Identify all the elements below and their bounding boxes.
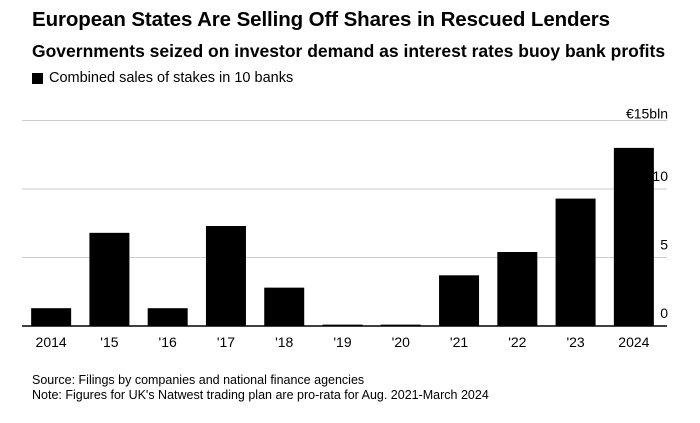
bar (555, 198, 596, 326)
footnote: Note: Figures for UK's Natwest trading p… (32, 388, 489, 402)
x-tick-label: '19 (333, 334, 351, 350)
bar (497, 252, 538, 326)
bar (205, 225, 246, 326)
y-tick-label: 0 (660, 305, 668, 321)
x-tick-label: '22 (508, 334, 526, 350)
x-tick-label: '21 (450, 334, 468, 350)
x-tick-label: '20 (392, 334, 410, 350)
x-tick-label: '15 (100, 334, 118, 350)
x-tick-label: '17 (217, 334, 235, 350)
source-note: Source: Filings by companies and nationa… (32, 373, 365, 387)
x-tick-label: '16 (159, 334, 177, 350)
bar-chart: 0 5 10 €15bln 2014 '15 '16 '17 '18 '19 '20 '21 '22 '2… (22, 106, 668, 350)
bar (147, 308, 188, 326)
legend-label: Combined sales of stakes in 10 banks (49, 70, 294, 86)
chart-title: European States Are Selling Off Shares i… (32, 8, 610, 31)
bar (439, 275, 480, 326)
x-tick-label: 2024 (618, 334, 649, 350)
x-tick-label: '18 (275, 334, 293, 350)
bar (89, 232, 130, 326)
x-tick-label: 2014 (36, 334, 67, 350)
y-tick-label: €15bln (626, 106, 668, 122)
y-tick-label: 10 (652, 168, 668, 184)
chart-subtitle: Governments seized on investor demand as… (32, 41, 666, 61)
footer: Source: Filings by companies and nationa… (32, 373, 489, 403)
legend: Combined sales of stakes in 10 banks (32, 70, 293, 86)
y-tick-label: 5 (660, 237, 668, 253)
legend-swatch (32, 72, 43, 84)
bar (613, 147, 654, 326)
x-tick-label: '23 (566, 334, 584, 350)
bar (264, 287, 305, 326)
bar (31, 308, 72, 326)
